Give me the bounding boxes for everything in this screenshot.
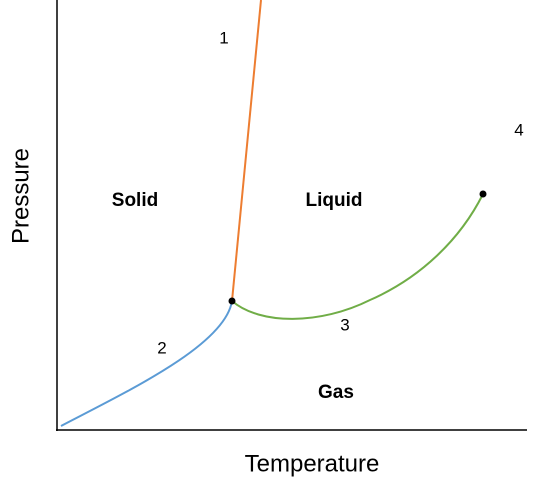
region-label: Solid [112,190,158,211]
curve-label: 1 [219,28,228,47]
curve-label: 2 [157,338,166,357]
region-label: Liquid [306,190,363,211]
x-axis-title: Temperature [245,450,380,477]
curve-label: 3 [340,315,349,334]
curve-label: 4 [514,120,523,139]
vaporization-curve [231,193,484,320]
fusion-curve [231,0,262,302]
critical-point [479,190,487,198]
y-axis-title: Pressure [7,148,34,244]
triple-point [228,297,236,305]
sublimation-curve [60,300,233,427]
region-label: Gas [318,382,354,403]
